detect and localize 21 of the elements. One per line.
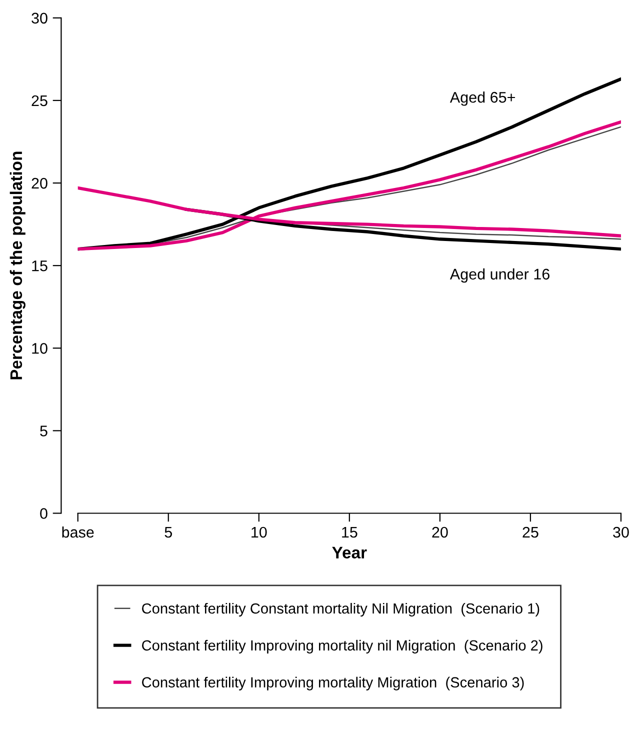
y-tick-label: 5 (40, 426, 48, 436)
legend-label: Constant fertility Constant mortality Nil Migration (Scenario 1) (142, 602, 540, 617)
x-tick-label: 10 (252, 526, 267, 538)
y-axis-title: Percentage of the population (10, 152, 26, 380)
x-axis-title: Year (332, 546, 367, 558)
y-tick-label: 20 (32, 178, 48, 189)
y-tick-label: 25 (32, 95, 48, 106)
legend-label: Constant fertility Improving mortality nil Migration (Scenario 2) (142, 640, 542, 654)
y-tick-label: 15 (32, 260, 48, 272)
x-tick-label: 30 (613, 526, 629, 538)
x-tick-label: 20 (432, 526, 448, 538)
x-tick-label: 25 (522, 526, 538, 538)
x-tick-label: 15 (342, 527, 358, 538)
y-tick-label: 10 (32, 343, 48, 354)
annotation: Aged under 16 (450, 268, 550, 283)
x-tick-label: base (62, 526, 94, 538)
annotation: Aged 65+ (450, 92, 515, 106)
legend-label: Constant fertility Improving mortality Migration (Scenario 3) (142, 676, 524, 690)
x-tick-label: 5 (164, 527, 172, 538)
y-tick-label: 30 (32, 12, 48, 24)
y-tick-label: 0 (40, 508, 48, 519)
